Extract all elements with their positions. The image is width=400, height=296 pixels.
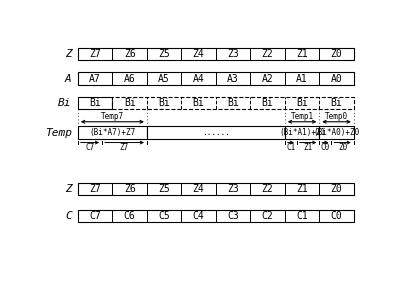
Text: C: C (65, 211, 72, 221)
Text: C0: C0 (321, 143, 330, 152)
Text: A0: A0 (331, 74, 342, 84)
Text: C1: C1 (286, 143, 296, 152)
Text: Z3: Z3 (227, 184, 239, 194)
Text: C5: C5 (158, 211, 170, 221)
Text: Bi: Bi (227, 98, 239, 108)
Bar (147, 126, 285, 139)
Text: C6: C6 (124, 211, 136, 221)
Bar (78, 126, 147, 139)
Text: (Bi*A7)+Z7: (Bi*A7)+Z7 (89, 128, 136, 137)
Bar (78, 97, 112, 110)
Text: C3: C3 (227, 211, 239, 221)
Text: Z7: Z7 (120, 143, 129, 152)
Text: Z2: Z2 (262, 184, 274, 194)
Text: Bi: Bi (331, 98, 342, 108)
Text: Z1: Z1 (296, 49, 308, 59)
Bar (78, 210, 354, 222)
Text: (Bi*A0)+Z0: (Bi*A0)+Z0 (314, 128, 360, 137)
Text: C2: C2 (262, 211, 274, 221)
Text: A2: A2 (262, 74, 274, 84)
Text: Temp0: Temp0 (325, 112, 348, 121)
Text: Z0: Z0 (331, 184, 342, 194)
Text: Bi: Bi (124, 98, 136, 108)
Text: Temp: Temp (45, 128, 72, 138)
Bar (78, 183, 354, 195)
Text: Z0: Z0 (338, 143, 347, 152)
Text: Z1: Z1 (304, 143, 313, 152)
Bar (285, 126, 319, 139)
Text: Z5: Z5 (158, 184, 170, 194)
Text: Bi: Bi (296, 98, 308, 108)
Text: A: A (65, 74, 72, 84)
Text: Z2: Z2 (262, 49, 274, 59)
Text: Bi: Bi (262, 98, 274, 108)
Text: C7: C7 (89, 211, 101, 221)
Text: ......: ...... (202, 128, 230, 137)
Text: Temp1: Temp1 (290, 112, 314, 121)
Text: Z: Z (65, 184, 72, 194)
Text: Temp7: Temp7 (101, 112, 124, 121)
Text: (Bi*A1)+Z1: (Bi*A1)+Z1 (279, 128, 325, 137)
Text: Z0: Z0 (331, 49, 342, 59)
Text: Z6: Z6 (124, 49, 136, 59)
Text: Z7: Z7 (89, 49, 101, 59)
Text: A1: A1 (296, 74, 308, 84)
Text: A7: A7 (89, 74, 101, 84)
Bar (78, 73, 354, 85)
Text: Bi: Bi (158, 98, 170, 108)
Text: C1: C1 (296, 211, 308, 221)
Text: Z6: Z6 (124, 184, 136, 194)
Text: Z4: Z4 (193, 184, 204, 194)
Text: C0: C0 (331, 211, 342, 221)
Text: A3: A3 (227, 74, 239, 84)
Bar (319, 126, 354, 139)
Text: Bi: Bi (193, 98, 204, 108)
Text: Z: Z (65, 49, 72, 59)
Text: Z7: Z7 (89, 184, 101, 194)
Text: A4: A4 (193, 74, 204, 84)
Text: C7: C7 (85, 143, 94, 152)
Text: Z1: Z1 (296, 184, 308, 194)
Text: C4: C4 (193, 211, 204, 221)
Text: A5: A5 (158, 74, 170, 84)
Text: A6: A6 (124, 74, 136, 84)
Bar (112, 97, 354, 110)
Text: Bi: Bi (89, 98, 101, 108)
Text: Z5: Z5 (158, 49, 170, 59)
Text: Z3: Z3 (227, 49, 239, 59)
Bar (78, 48, 354, 60)
Text: Z4: Z4 (193, 49, 204, 59)
Text: Bi: Bi (58, 98, 72, 108)
